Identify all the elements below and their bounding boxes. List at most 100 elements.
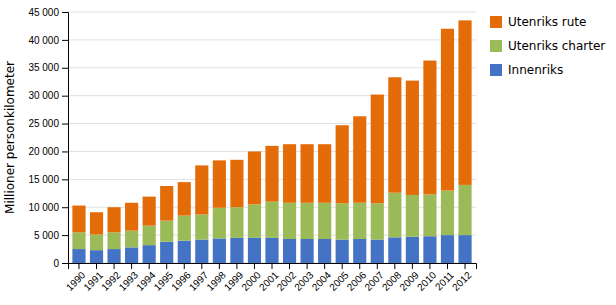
bar (125, 203, 138, 231)
y-tick: 35 000 (28, 62, 68, 73)
x-tick-mark (447, 263, 448, 269)
x-tick-mark (359, 263, 360, 269)
x-tick-mark (465, 263, 466, 269)
y-tick: 40 000 (28, 35, 68, 46)
y-tick-mark (62, 68, 68, 69)
bar (318, 239, 331, 263)
x-tick-label: 1995 (152, 269, 176, 293)
x-tick-label: 1999 (222, 269, 246, 293)
x-axis: 1990199119921993199419951996199719981999… (64, 263, 477, 293)
y-tick-mark (62, 179, 68, 180)
x-tick-label: 2003 (292, 269, 316, 293)
y-tick-label: 0 (53, 258, 59, 269)
bar (371, 203, 384, 239)
bar (318, 203, 331, 239)
bar (388, 193, 401, 238)
bar (406, 195, 419, 237)
y-tick-label: 45 000 (28, 7, 59, 18)
legend-item: Innenriks (490, 63, 563, 77)
bars (72, 20, 471, 263)
bar (458, 185, 471, 235)
bar (143, 226, 156, 246)
y-tick: 45 000 (28, 7, 68, 18)
bar (388, 237, 401, 263)
x-tick-label: 2006 (345, 269, 369, 293)
legend: Utenriks ruteUtenriks charterInnenriks (490, 15, 605, 77)
bar (371, 240, 384, 263)
x-tick-label: 1991 (81, 269, 105, 293)
bar (283, 203, 296, 239)
bar (441, 235, 454, 263)
x-tick-label: 2000 (239, 269, 263, 293)
bar (213, 160, 226, 207)
y-tick-mark (62, 235, 68, 236)
bar (213, 238, 226, 263)
bar (107, 232, 120, 249)
legend-swatch (490, 40, 502, 52)
y-tick-mark (62, 124, 68, 125)
x-tick-mark (149, 263, 150, 269)
bar (423, 194, 436, 236)
bar (178, 216, 191, 241)
x-tick-label: 1992 (99, 269, 123, 293)
y-axis: 05 00010 00015 00020 00025 00030 00035 0… (28, 7, 68, 269)
bar (160, 242, 173, 263)
x-tick-mark (236, 263, 237, 269)
x-tick-mark (429, 263, 430, 269)
bar (90, 212, 103, 234)
bar (195, 240, 208, 263)
y-tick-mark (62, 263, 68, 264)
x-tick-label: 1994 (134, 269, 158, 293)
x-tick-mark (289, 263, 290, 269)
x-tick-mark (272, 263, 273, 269)
bar (125, 247, 138, 263)
y-tick: 20 000 (28, 146, 68, 157)
x-tick-mark (96, 263, 97, 269)
legend-label: Innenriks (508, 63, 563, 77)
bar (107, 249, 120, 263)
y-tick-mark (62, 12, 68, 13)
bar (230, 238, 243, 263)
bar (301, 144, 314, 203)
x-tick-label: 1993 (117, 269, 141, 293)
y-tick: 25 000 (28, 118, 68, 129)
bar (125, 231, 138, 248)
y-tick-label: 35 000 (28, 62, 59, 73)
y-tick-label: 40 000 (28, 35, 59, 46)
y-tick: 10 000 (28, 202, 68, 213)
x-tick-mark (114, 263, 115, 269)
bar (90, 250, 103, 263)
x-tick-label: 1997 (187, 269, 211, 293)
chart: 05 00010 00015 00020 00025 00030 00035 0… (0, 0, 616, 305)
y-tick-label: 10 000 (28, 202, 59, 213)
grid-line (68, 12, 476, 13)
y-tick-mark (62, 151, 68, 152)
bar (143, 197, 156, 226)
bar (248, 151, 261, 204)
y-tick-mark (62, 40, 68, 41)
y-tick-label: 20 000 (28, 146, 59, 157)
legend-label: Utenriks rute (508, 15, 586, 29)
x-tick: 2010 (415, 263, 439, 293)
y-tick-mark (62, 96, 68, 97)
x-tick-mark (342, 263, 343, 269)
x-tick-label: 2004 (310, 269, 334, 293)
bar (458, 20, 471, 185)
bar (423, 236, 436, 263)
x-tick-label: 2010 (415, 269, 439, 293)
y-tick: 0 (53, 258, 68, 269)
x-tick-mark (166, 263, 167, 269)
bar (230, 207, 243, 238)
bar (265, 202, 278, 238)
bar (72, 249, 85, 263)
x-tick-label: 2002 (275, 269, 299, 293)
bar (107, 207, 120, 232)
grid-line (68, 39, 476, 40)
y-tick: 30 000 (28, 90, 68, 101)
bar (318, 144, 331, 203)
bar (283, 239, 296, 263)
bar (248, 238, 261, 263)
bar (406, 81, 419, 195)
legend-swatch (490, 16, 502, 28)
bar (336, 125, 349, 203)
